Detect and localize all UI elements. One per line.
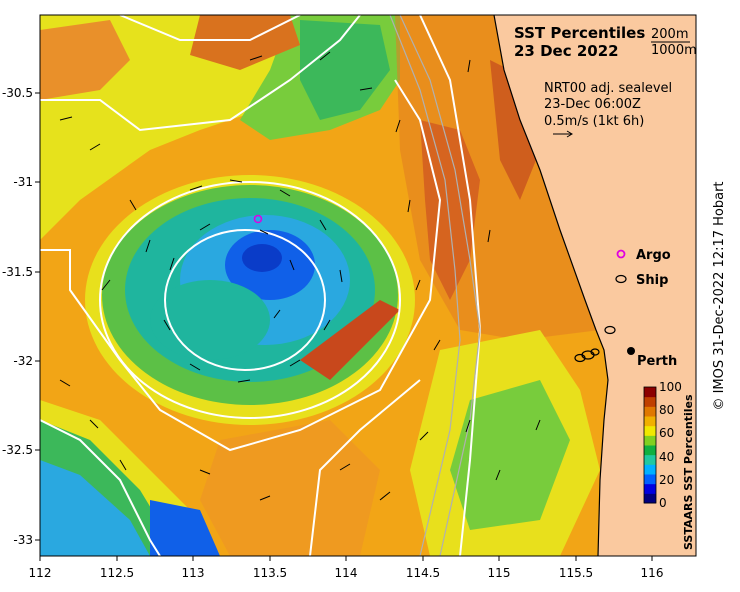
vector-arrow xyxy=(163,319,331,383)
y-tick-label: -32 xyxy=(13,354,33,368)
colorbar-tick: 40 xyxy=(659,450,674,464)
y-tick-label: -32.5 xyxy=(2,443,33,457)
vector-arrow xyxy=(339,419,541,501)
depth-label-1000m: 1000m xyxy=(651,43,697,58)
argo-float-marker xyxy=(253,214,263,224)
colorbar-label: SSTAARS SST Percentiles xyxy=(682,394,695,550)
y-tick-label: -33 xyxy=(13,533,33,547)
ship-marker xyxy=(574,353,586,363)
ship-markers xyxy=(574,325,616,363)
vector-arrow xyxy=(59,116,151,291)
sst-green-north2 xyxy=(300,20,390,120)
contour-outer xyxy=(40,79,442,452)
vector-arrow xyxy=(189,179,343,283)
sealevel-note-line1: NRT00 adj. sealevel xyxy=(544,81,672,96)
coastline xyxy=(493,15,609,556)
colorbar-swatch xyxy=(644,454,656,465)
imos-credit: © IMOS 31-Dec-2022 12:17 Hobart xyxy=(712,181,727,411)
map-title: SST Percentiles xyxy=(514,24,645,42)
ship-marker xyxy=(604,325,616,335)
x-tick-label: 113.5 xyxy=(253,566,287,580)
sst-orange-shelf xyxy=(395,15,600,340)
contour-north xyxy=(40,15,361,132)
contour-sw xyxy=(40,419,161,556)
colorbar-swatch xyxy=(644,425,656,436)
current-vectors xyxy=(59,51,541,501)
ship-legend-icon xyxy=(615,274,627,284)
sealevel-contours xyxy=(40,15,482,556)
ship-legend-label: Ship xyxy=(636,273,668,288)
x-tick-label: 114 xyxy=(335,566,358,580)
contour-south xyxy=(309,379,421,556)
x-tick-label: 115.5 xyxy=(559,566,593,580)
colorbar-swatch xyxy=(644,445,656,456)
sst-red-front xyxy=(300,300,400,380)
sst-cyan-sw xyxy=(40,460,150,556)
sst-eddy-deep xyxy=(242,244,282,272)
contour-eddy-inner xyxy=(164,229,326,371)
map-date: 23 Dec 2022 xyxy=(514,42,619,60)
perth-marker xyxy=(627,347,635,355)
vector-arrow xyxy=(59,379,271,501)
y-tick-label: -31.5 xyxy=(2,265,33,279)
colorbar-swatch xyxy=(644,464,656,475)
depth-contour-1000m xyxy=(389,15,461,556)
sst-orange-northwest xyxy=(40,20,130,100)
x-tick-label: 113 xyxy=(182,566,205,580)
x-tick-label: 115 xyxy=(488,566,511,580)
argo-legend-icon xyxy=(616,249,626,259)
x-tick-label: 116 xyxy=(641,566,664,580)
depth-label-200m: 200m xyxy=(651,27,688,42)
colorbar-swatch xyxy=(644,416,656,427)
ship-marker xyxy=(590,348,600,356)
sst-green-shelf xyxy=(450,380,570,530)
x-tick-label: 112.5 xyxy=(100,566,134,580)
colorbar-ticks: 100 80 60 40 20 0 xyxy=(659,380,682,510)
y-tick-label: -30.5 xyxy=(2,86,33,100)
colorbar-tick: 60 xyxy=(659,426,674,440)
vector-arrow xyxy=(249,51,491,243)
plot-frame xyxy=(39,14,697,557)
x-tick-label: 114.5 xyxy=(406,566,440,580)
contour-eddy-mid xyxy=(99,181,401,419)
y-tick-label: -31 xyxy=(13,175,33,189)
x-tick-label: 112 xyxy=(29,566,52,580)
contour-east xyxy=(419,15,482,556)
scale-arrow xyxy=(553,130,573,138)
colorbar-frame xyxy=(643,386,657,504)
vector-arrow xyxy=(395,119,471,433)
sst-blue-sw xyxy=(150,500,220,556)
colorbar-swatch xyxy=(644,406,656,417)
colorbar-tick: 100 xyxy=(659,380,682,394)
sealevel-note-line2: 23-Dec 06:00Z xyxy=(544,97,641,112)
colorbar-swatch xyxy=(644,483,656,494)
argo-legend-label: Argo xyxy=(636,248,671,263)
x-axis: 112 112.5 113 113.5 114 114.5 115 115.5 … xyxy=(29,556,664,580)
colorbar xyxy=(644,387,656,504)
vector-arrow xyxy=(169,223,295,319)
colorbar-swatch xyxy=(644,474,656,485)
y-axis: -30.5 -31 -31.5 -32 -32.5 -33 xyxy=(2,86,40,547)
colorbar-swatch xyxy=(644,435,656,446)
colorbar-tick: 20 xyxy=(659,473,674,487)
colorbar-swatch xyxy=(644,396,656,407)
perth-label: Perth xyxy=(637,354,677,369)
contour-north2 xyxy=(119,15,301,41)
colorbar-tick: 80 xyxy=(659,403,674,417)
colorbar-tick: 0 xyxy=(659,496,667,510)
colorbar-swatch xyxy=(644,387,656,398)
sealevel-note-line3: 0.5m/s (1kt 6h) xyxy=(544,114,644,129)
colorbar-swatch xyxy=(644,493,656,504)
